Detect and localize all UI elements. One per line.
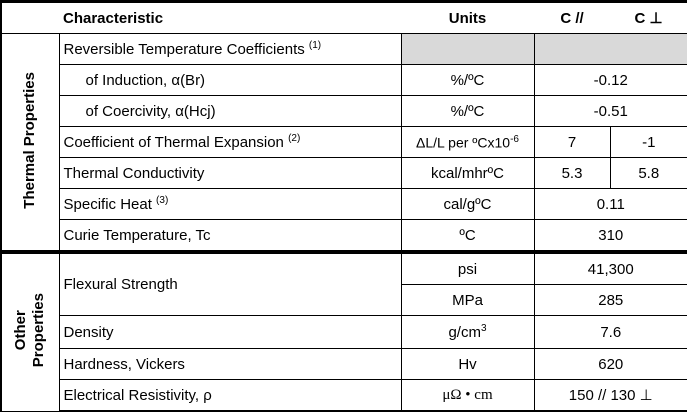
units: ΔL/L per ºCx10-6 bbox=[400, 126, 535, 158]
units-sup: 3 bbox=[480, 323, 487, 334]
text: Coefficient of Thermal Expansion bbox=[63, 134, 284, 151]
units: MPa bbox=[400, 284, 535, 316]
value: 7.6 bbox=[533, 315, 687, 349]
text: Specific Heat bbox=[63, 196, 152, 213]
units-sup: -6 bbox=[510, 133, 519, 145]
characteristic: Coefficient of Thermal Expansion (2) bbox=[58, 126, 402, 158]
text: ΔL/L per ºCx10 bbox=[415, 134, 511, 151]
header-row: Characteristic Units C // C ⊥ bbox=[0, 0, 687, 34]
characteristic: Curie Temperature, Tc bbox=[58, 219, 402, 253]
row: MPa 285 bbox=[1, 284, 687, 316]
value: 620 bbox=[533, 348, 687, 380]
characteristic: Specific Heat (3) bbox=[58, 188, 402, 220]
value: 7 bbox=[533, 126, 611, 158]
row: Curie Temperature, Tc ºC 310 bbox=[1, 219, 687, 253]
characteristic: of Induction, α(Br) bbox=[58, 64, 402, 96]
units bbox=[400, 33, 535, 65]
value: -0.51 bbox=[533, 95, 687, 127]
label-line: Other bbox=[12, 310, 30, 351]
units: %/ºC bbox=[400, 64, 535, 96]
characteristic: Hardness, Vickers bbox=[58, 348, 402, 380]
characteristic: of Coercivity, α(Hcj) bbox=[58, 95, 402, 127]
text: Reversible Temperature Coefficients bbox=[63, 41, 305, 58]
row: Thermal Conductivity kcal/mhrºC 5.3 5.8 bbox=[1, 157, 687, 189]
note: (2) bbox=[288, 133, 301, 144]
value: 5.3 bbox=[533, 157, 611, 189]
group-label: Other Properties bbox=[0, 250, 60, 412]
units: cal/gºC bbox=[400, 188, 535, 220]
value: 0.11 bbox=[533, 188, 687, 220]
row: Coefficient of Thermal Expansion (2) ΔL/… bbox=[1, 126, 687, 158]
units: psi bbox=[400, 250, 535, 285]
characteristic: Density bbox=[58, 315, 402, 349]
value bbox=[533, 33, 687, 65]
value: 310 bbox=[533, 219, 687, 253]
row: Other Properties Flexural Strength psi 41… bbox=[0, 250, 687, 412]
value: -1 bbox=[609, 126, 687, 158]
row: Hardness, Vickers Hv 620 bbox=[1, 348, 687, 380]
header-units: Units bbox=[401, 0, 534, 34]
units: μΩ • cm bbox=[400, 379, 535, 412]
characteristic: Reversible Temperature Coefficients (1) bbox=[58, 33, 402, 65]
units: kcal/mhrºC bbox=[400, 157, 535, 189]
value: 285 bbox=[533, 284, 687, 316]
header-blank bbox=[0, 0, 59, 34]
characteristic: Thermal Conductivity bbox=[58, 157, 402, 189]
note: (1) bbox=[308, 40, 322, 51]
header-characteristic: Characteristic bbox=[59, 0, 401, 34]
header-c-parallel: C // bbox=[534, 0, 610, 34]
units: Hv bbox=[400, 348, 535, 380]
characteristic: Flexural Strength bbox=[58, 250, 402, 316]
units: ºC bbox=[400, 219, 535, 253]
text: g/cm bbox=[448, 324, 481, 341]
row: Thermal Properties Reversible Temperatur… bbox=[0, 33, 687, 253]
row: of Induction, α(Br) %/ºC -0.12 bbox=[1, 64, 687, 96]
row: Density g/cm3 7.6 bbox=[1, 315, 687, 349]
label-line: Properties bbox=[30, 293, 48, 368]
row: Specific Heat (3) cal/gºC 0.11 bbox=[1, 188, 687, 220]
units: g/cm3 bbox=[400, 315, 535, 349]
units: %/ºC bbox=[400, 95, 535, 127]
group-label-text: Thermal Properties bbox=[21, 71, 39, 209]
note: (3) bbox=[156, 195, 169, 206]
characteristic: Electrical Resistivity, ρ bbox=[58, 379, 402, 412]
group-label: Thermal Properties bbox=[0, 33, 60, 253]
row: of Coercivity, α(Hcj) %/ºC -0.51 bbox=[1, 95, 687, 127]
header-c-perp: C ⊥ bbox=[610, 0, 687, 34]
value: 5.8 bbox=[609, 157, 687, 189]
value: 150 // 130 ⊥ bbox=[533, 379, 687, 412]
row: Electrical Resistivity, ρ μΩ • cm 150 //… bbox=[1, 379, 687, 412]
value: -0.12 bbox=[533, 64, 687, 96]
value: 41,300 bbox=[533, 250, 687, 285]
group-label-text: Other Properties bbox=[12, 293, 48, 367]
